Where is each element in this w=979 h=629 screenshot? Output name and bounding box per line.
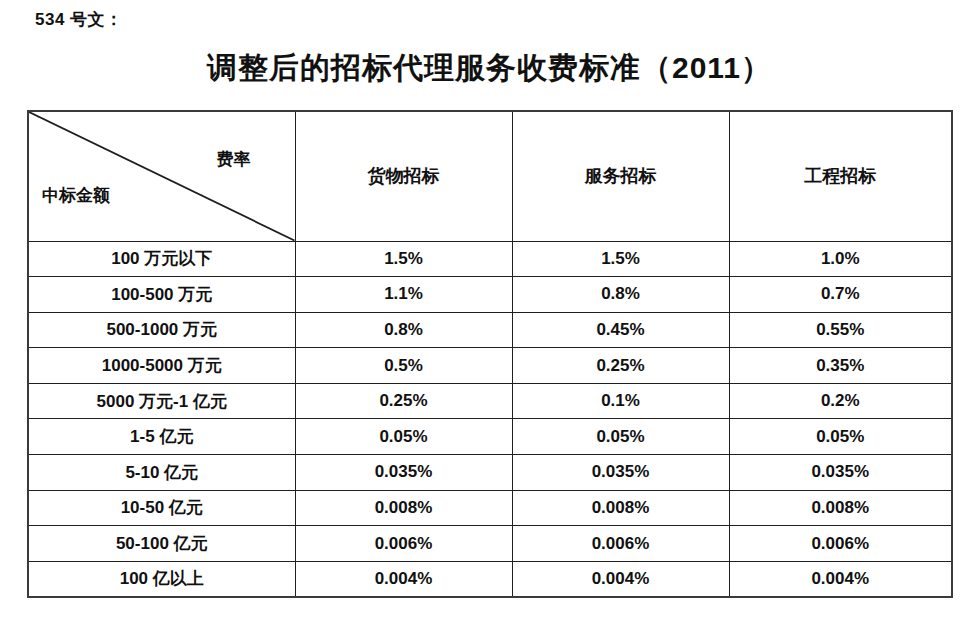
cell-service-rate: 0.25% [512,348,729,384]
column-header-service: 服务招标 [512,111,729,241]
cell-goods-rate: 0.035% [295,455,512,491]
cell-service-rate: 0.8% [512,277,729,313]
cell-service-rate: 0.45% [512,312,729,348]
row-label: 1000-5000 万元 [28,348,295,384]
cell-service-rate: 0.004% [512,561,729,597]
cell-service-rate: 1.5% [512,241,729,277]
row-label: 100-500 万元 [28,277,295,313]
row-label: 5-10 亿元 [28,455,295,491]
row-label: 10-50 亿元 [28,490,295,526]
table-header-row: 费率 中标金额 货物招标 服务招标 工程招标 [28,111,952,241]
cell-goods-rate: 0.8% [295,312,512,348]
table-row: 10-50 亿元 0.008% 0.008% 0.008% [28,490,952,526]
row-label: 50-100 亿元 [28,526,295,562]
row-label: 1-5 亿元 [28,419,295,455]
doc-number: 534 号文： [35,8,123,31]
table-row: 50-100 亿元 0.006% 0.006% 0.006% [28,526,952,562]
cell-service-rate: 0.1% [512,383,729,419]
row-label: 5000 万元-1 亿元 [28,383,295,419]
column-header-goods: 货物招标 [295,111,512,241]
cell-goods-rate: 0.5% [295,348,512,384]
cell-service-rate: 0.006% [512,526,729,562]
cell-service-rate: 0.05% [512,419,729,455]
cell-goods-rate: 1.5% [295,241,512,277]
cell-works-rate: 0.006% [729,526,952,562]
cell-service-rate: 0.035% [512,455,729,491]
cell-service-rate: 0.008% [512,490,729,526]
cell-goods-rate: 0.05% [295,419,512,455]
cell-goods-rate: 0.006% [295,526,512,562]
cell-works-rate: 0.035% [729,455,952,491]
table-row: 100-500 万元 1.1% 0.8% 0.7% [28,277,952,313]
cell-works-rate: 0.2% [729,383,952,419]
column-header-works: 工程招标 [729,111,952,241]
cell-works-rate: 0.35% [729,348,952,384]
cell-goods-rate: 1.1% [295,277,512,313]
table-row: 500-1000 万元 0.8% 0.45% 0.55% [28,312,952,348]
row-label: 100 亿以上 [28,561,295,597]
fee-rate-table: 费率 中标金额 货物招标 服务招标 工程招标 100 万元以下 1.5% 1.5… [27,110,953,598]
table-row: 100 万元以下 1.5% 1.5% 1.0% [28,241,952,277]
cell-goods-rate: 0.008% [295,490,512,526]
page-title: 调整后的招标代理服务收费标准（2011） [0,48,979,89]
corner-label-fee-rate: 费率 [217,148,251,171]
table-row: 1-5 亿元 0.05% 0.05% 0.05% [28,419,952,455]
cell-works-rate: 0.05% [729,419,952,455]
cell-goods-rate: 0.004% [295,561,512,597]
diagonal-corner-cell: 费率 中标金额 [28,111,295,241]
row-label: 500-1000 万元 [28,312,295,348]
cell-works-rate: 0.004% [729,561,952,597]
cell-works-rate: 1.0% [729,241,952,277]
row-label: 100 万元以下 [28,241,295,277]
table-row: 1000-5000 万元 0.5% 0.25% 0.35% [28,348,952,384]
table-row: 5-10 亿元 0.035% 0.035% 0.035% [28,455,952,491]
cell-goods-rate: 0.25% [295,383,512,419]
corner-label-bid-amount: 中标金额 [42,184,110,207]
table-row: 5000 万元-1 亿元 0.25% 0.1% 0.2% [28,383,952,419]
diagonal-divider-line [29,112,295,241]
table-row: 100 亿以上 0.004% 0.004% 0.004% [28,561,952,597]
cell-works-rate: 0.008% [729,490,952,526]
cell-works-rate: 0.7% [729,277,952,313]
cell-works-rate: 0.55% [729,312,952,348]
